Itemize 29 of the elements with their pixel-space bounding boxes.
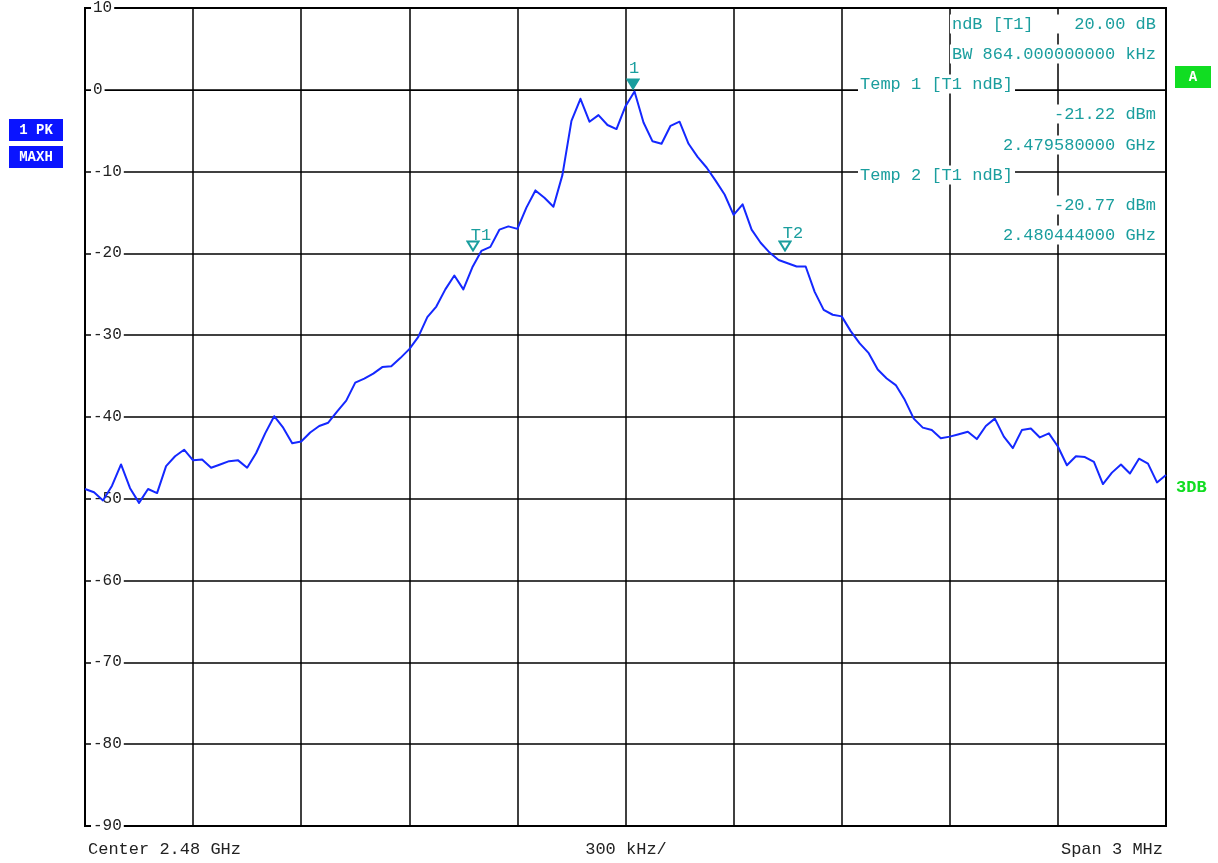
text: MAXH <box>19 149 53 165</box>
y-tick-label: -80 <box>93 735 122 754</box>
text: 300 kHz/ <box>585 839 667 859</box>
y-tick-label: 10 <box>93 0 113 17</box>
annotation: -20.77 dBm <box>1053 195 1156 215</box>
y-tick-label: -90 <box>93 817 122 835</box>
annotation: Temp 1 [T1 ndB] <box>860 74 1014 94</box>
annotation: 2.479580000 GHz <box>1002 135 1156 155</box>
text: Center 2.48 GHz <box>88 839 242 859</box>
y-tick-label: -50 <box>93 489 122 508</box>
annotation: BW 864.000000000 kHz <box>951 44 1156 64</box>
annotation: Temp 2 [T1 ndB] <box>860 165 1014 185</box>
annotation: T1 <box>470 225 492 245</box>
y-tick-label: -60 <box>93 571 122 590</box>
text: 3DB <box>1176 477 1207 497</box>
y-tick-label: -20 <box>93 244 122 263</box>
text: Span 3 MHz <box>1060 839 1163 859</box>
text: 1 PK <box>19 122 54 138</box>
text: A <box>1188 69 1198 85</box>
y-tick-label: -10 <box>93 162 122 181</box>
annotation: T2 <box>782 223 804 243</box>
y-tick-label: -40 <box>93 408 122 426</box>
y-tick-label: -70 <box>93 653 122 672</box>
annotation: -21.22 dBm <box>1053 104 1156 124</box>
annotation: 2.480444000 GHz <box>1002 225 1156 245</box>
y-tick-label: -30 <box>93 326 122 345</box>
annotation: ndB [T1] 20.00 dB <box>951 14 1156 34</box>
annotation: 1 <box>628 58 640 78</box>
y-tick-label: 0 <box>93 80 103 99</box>
